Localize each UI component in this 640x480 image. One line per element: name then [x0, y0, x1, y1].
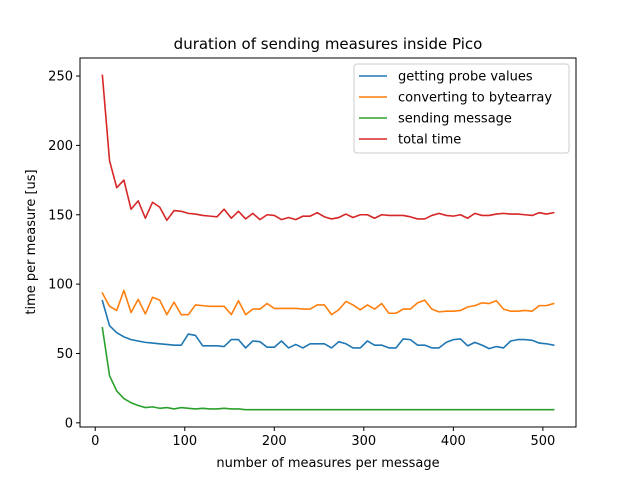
y-tick-label: 200: [48, 139, 73, 154]
y-axis-label: time per measure [us]: [24, 169, 39, 314]
x-tick-label: 0: [91, 434, 99, 449]
series-layer: [101, 74, 555, 411]
y-axis: 0 50 100 150 200 250: [48, 70, 80, 431]
x-tick-label: 100: [172, 434, 197, 449]
legend-label: converting to bytearray: [398, 91, 552, 106]
y-tick-label: 150: [48, 208, 73, 223]
series-line-4: [101, 74, 555, 222]
series-line-2: [101, 289, 555, 316]
x-tick-label: 400: [441, 434, 466, 449]
legend-label: total time: [398, 133, 461, 148]
x-axis-label: number of measures per message: [216, 456, 439, 471]
y-tick-label: 50: [56, 347, 73, 362]
series-line-1: [101, 299, 555, 350]
chart-title: duration of sending measures inside Pico: [174, 35, 483, 53]
legend-label: getting probe values: [398, 70, 533, 85]
y-tick-label: 0: [65, 416, 73, 431]
legend: getting probe values converting to bytear…: [353, 63, 570, 154]
x-axis: 0 100 200 300 400 500: [91, 427, 555, 449]
legend-frame: [353, 63, 570, 154]
x-tick-label: 200: [262, 434, 287, 449]
x-tick-label: 500: [530, 434, 555, 449]
plot-area-frame: [79, 57, 577, 428]
x-tick-label: 300: [351, 434, 376, 449]
y-tick-label: 100: [48, 278, 73, 293]
series-line-3: [101, 326, 555, 411]
y-tick-label: 250: [48, 70, 73, 85]
legend-label: sending message: [398, 112, 512, 127]
